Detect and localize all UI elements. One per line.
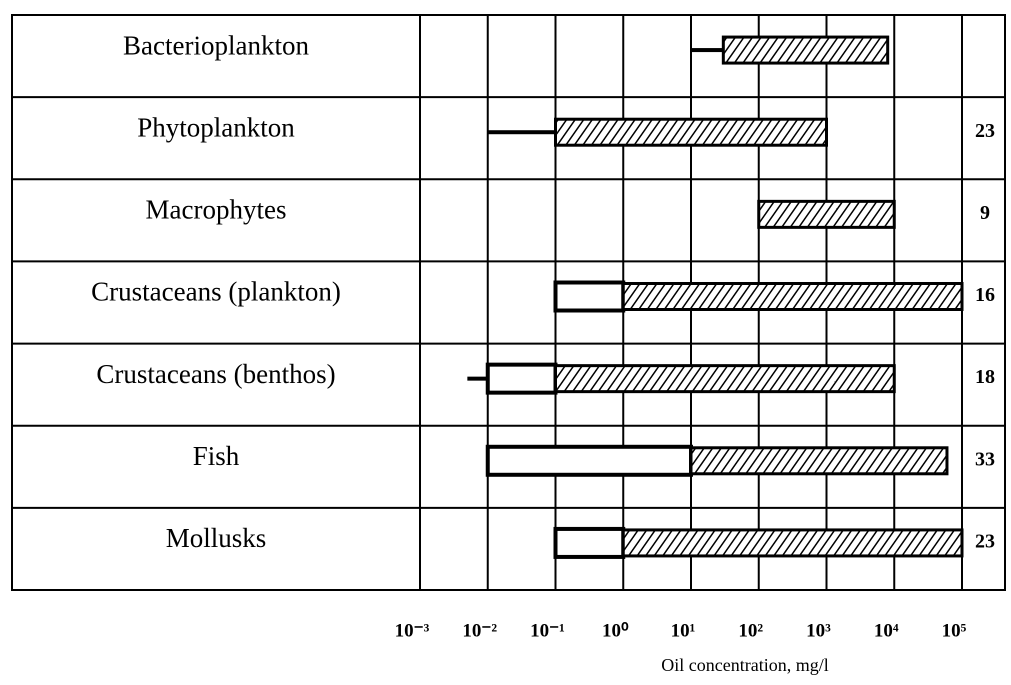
category-label: Macrophytes (146, 195, 287, 225)
range-open (553, 526, 626, 559)
x-axis-label: Oil concentration, mg/l (661, 655, 828, 675)
x-tick-label: 10⁻¹ (530, 620, 565, 641)
range-open (485, 362, 558, 395)
range-hatched (621, 282, 964, 311)
category-label: Fish (193, 441, 240, 471)
category-label: Bacterioplankton (123, 30, 309, 60)
count-label: 23 (975, 120, 995, 142)
range-line (487, 130, 556, 135)
count-label: 9 (980, 202, 990, 224)
range-open (553, 280, 626, 313)
range-hatched (689, 446, 949, 476)
x-tick-label: 10⁰ (602, 620, 629, 641)
count-label: 33 (975, 448, 995, 470)
x-tick-label: 10⁻² (462, 620, 497, 641)
range-hatched (554, 364, 896, 394)
x-tick-label: 10⁵ (942, 620, 967, 641)
range-hatched (721, 35, 890, 65)
x-tick-label: 10² (738, 620, 763, 641)
category-label: Mollusks (166, 523, 267, 553)
x-tick-label: 10¹ (671, 620, 696, 641)
category-label: Crustaceans (benthos) (96, 359, 335, 389)
count-label: 23 (975, 531, 995, 553)
range-line (691, 48, 724, 53)
range-line (467, 376, 488, 381)
x-tick-label: 10⁻³ (395, 620, 430, 641)
count-label: 18 (975, 366, 995, 388)
range-hatched (757, 199, 896, 229)
range-hatched (621, 528, 964, 558)
range-hatched (554, 117, 828, 147)
count-label: 16 (975, 284, 995, 306)
category-label: Crustaceans (plankton) (91, 277, 341, 307)
table-frame (11, 14, 1006, 591)
range-open (485, 444, 693, 477)
category-label: Phytoplankton (137, 112, 295, 142)
x-tick-label: 10³ (806, 620, 831, 641)
x-tick-label: 10⁴ (874, 620, 899, 641)
